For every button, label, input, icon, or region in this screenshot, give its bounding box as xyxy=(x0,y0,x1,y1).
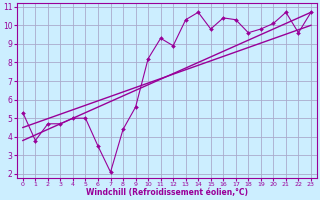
X-axis label: Windchill (Refroidissement éolien,°C): Windchill (Refroidissement éolien,°C) xyxy=(86,188,248,197)
